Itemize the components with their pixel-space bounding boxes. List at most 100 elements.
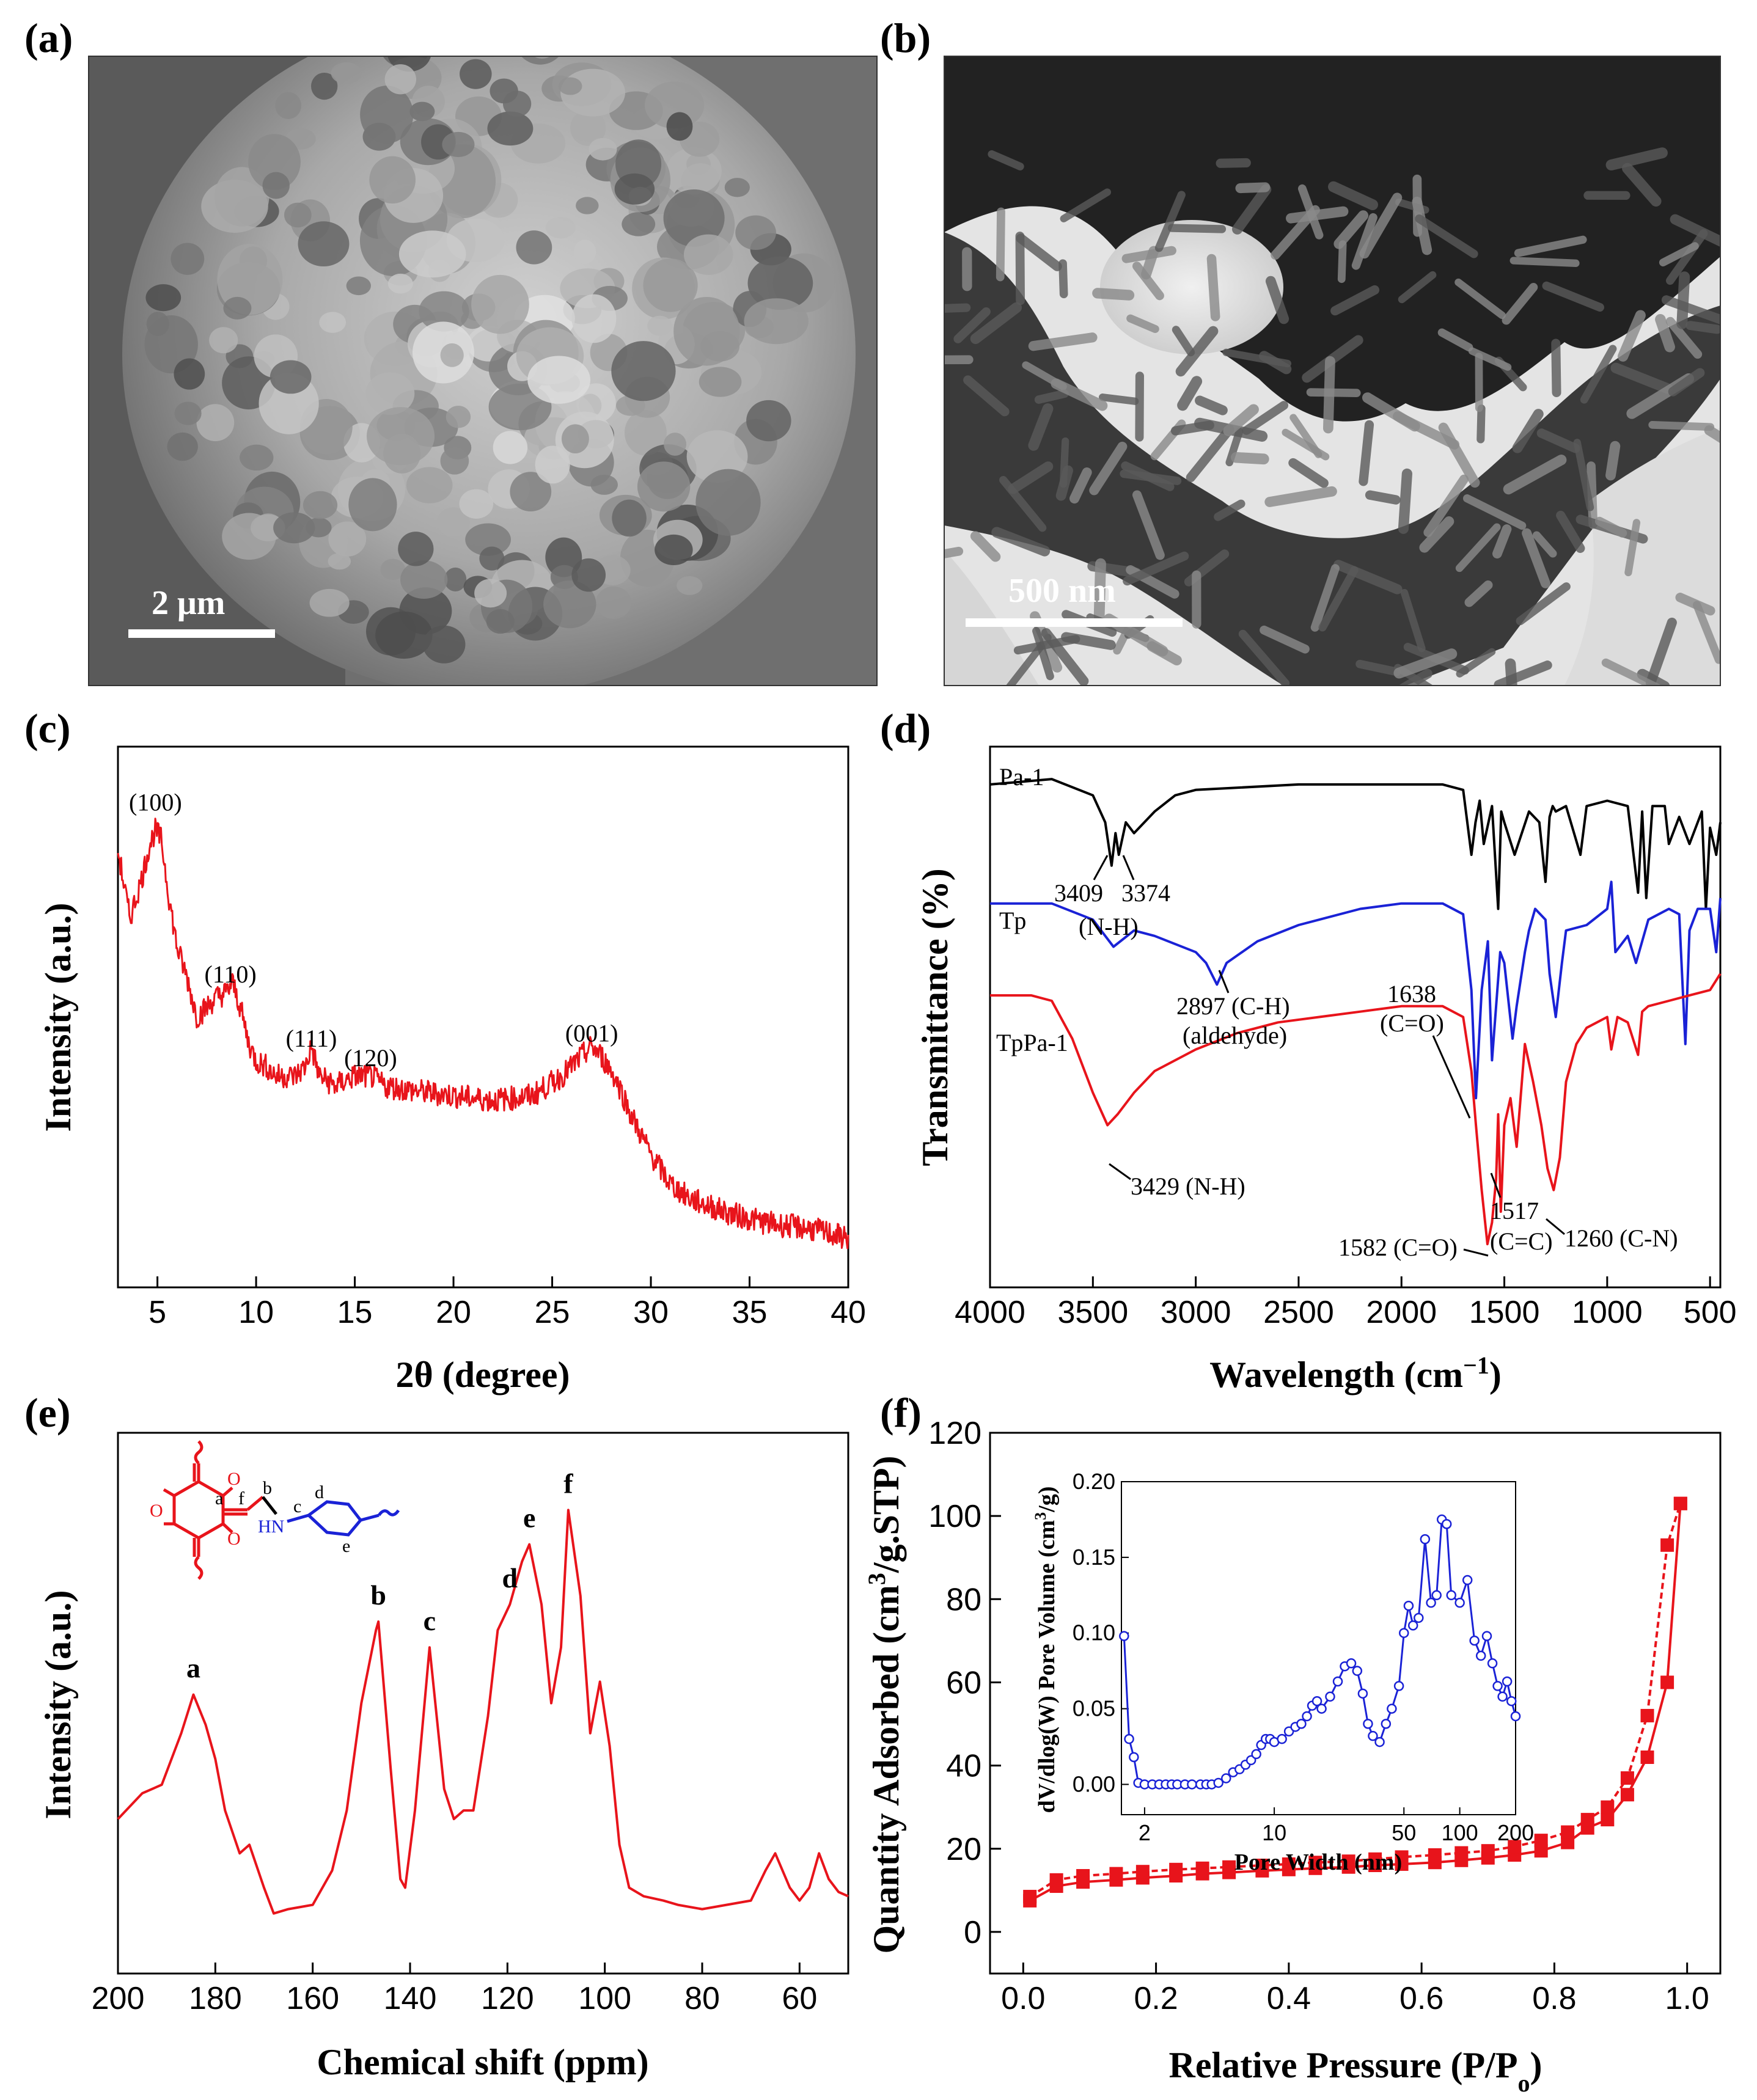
inset-psd-point <box>1332 1676 1343 1687</box>
inset-psd-point <box>1311 1696 1322 1707</box>
ftir-series-tp <box>990 880 1722 1100</box>
inset-y-axis-title: dV/dlog(W) Pore Volume (cm3/g) <box>1032 1487 1060 1813</box>
bet-adsorption-point <box>1601 1813 1615 1827</box>
inset-axes: 2 10 50 100 200 0.00 0.05 0.10 0.15 0.20 <box>1073 1469 1534 1845</box>
svg-text:a: a <box>215 1488 223 1509</box>
inset-psd-point <box>1420 1534 1431 1545</box>
xrd-annotations: (100) (110) (111) (120) (001) <box>129 789 618 1072</box>
panel-b-label: (b) <box>880 15 931 61</box>
ann-1260: 1260 (C-N) <box>1564 1224 1678 1252</box>
xrd-tick-label: 35 <box>732 1295 768 1330</box>
inset-y-tick-label: 0.05 <box>1073 1696 1115 1721</box>
inset-y-tick-label: 0.20 <box>1073 1469 1115 1494</box>
inset-psd-point <box>1469 1635 1480 1646</box>
xrd-peak-label: (120) <box>344 1044 397 1072</box>
nmr-tick-label: 140 <box>384 1981 437 2016</box>
ftir-tick-label: 3000 <box>1161 1295 1231 1330</box>
bet-y-tick-label: 20 <box>946 1832 981 1867</box>
bet-adsorption-point <box>1620 1788 1634 1802</box>
ftir-tick-label: 2000 <box>1366 1295 1437 1330</box>
nmr-y-axis-title: Intensity (a.u.) <box>38 1590 78 1819</box>
bet-desorption-point <box>1561 1825 1575 1839</box>
inset-y-tick-label: 0.15 <box>1073 1545 1115 1570</box>
ann-aldehyde: (aldehyde) <box>1183 1022 1287 1049</box>
inset-x-tick-label: 50 <box>1392 1820 1416 1845</box>
inset-psd-point <box>1506 1696 1517 1707</box>
xrd-tick-label: 15 <box>337 1295 373 1330</box>
inset-plot-area <box>1119 1514 1521 1790</box>
ann-2897: 2897 (C-H) <box>1176 992 1290 1020</box>
ftir-plot-frame <box>989 745 1722 1289</box>
inset-psd-point <box>1346 1658 1357 1669</box>
ftir-tick-label: 1000 <box>1572 1295 1643 1330</box>
xrd-peak-label: (100) <box>129 789 182 816</box>
scale-bar-a <box>128 629 275 638</box>
xrd-peak-label: (001) <box>565 1020 618 1047</box>
ftir-y-axis-title: Transmittance (%) <box>915 868 955 1166</box>
xrd-plot-frame <box>117 745 849 1289</box>
xrd-tick-label: 5 <box>149 1295 166 1330</box>
bet-x-tick-label: 1.0 <box>1665 1981 1709 2016</box>
inset-psd-point <box>1277 1733 1287 1744</box>
ann-1638: 1638 <box>1387 980 1436 1008</box>
inset-frame <box>1121 1481 1516 1815</box>
bet-axes: 0.0 0.2 0.4 0.6 0.8 1.0 0 20 40 60 80 100 120 <box>928 1416 1709 2016</box>
ann-3409: 3409 <box>1054 879 1103 907</box>
inset-psd-point <box>1251 1749 1261 1760</box>
bet-desorption-point <box>1601 1800 1615 1814</box>
nmr-peak-label: e <box>523 1502 535 1534</box>
svg-text:b: b <box>263 1478 272 1498</box>
bet-y-axis-title: Quantity Adsorbed (cm3/g.STP) <box>863 1455 907 1953</box>
bet-y-tick-label: 40 <box>946 1749 981 1784</box>
bet-y-tick-label: 80 <box>946 1582 981 1617</box>
bet-plot-frame <box>989 1432 1722 1975</box>
inset-x-tick-label: 2 <box>1139 1820 1151 1845</box>
bet-desorption-point <box>1508 1840 1522 1854</box>
inset-psd-point <box>1414 1612 1424 1623</box>
ann-co-1638: (C=O) <box>1380 1009 1444 1037</box>
inset-psd-point <box>1497 1691 1508 1702</box>
bet-desorption-point <box>1255 1859 1269 1872</box>
inset-psd-point <box>1454 1597 1465 1608</box>
inset-psd-point <box>1296 1719 1307 1729</box>
inset-psd-point <box>1426 1597 1436 1608</box>
ftir-tick-label: 4000 <box>955 1295 1025 1330</box>
ann-cc: (C=C) <box>1490 1227 1553 1255</box>
panel-d-label: (d) <box>880 705 931 752</box>
nmr-plot-frame <box>117 1432 849 1975</box>
nmr-peak-label: c <box>424 1605 436 1636</box>
nmr-series <box>117 1509 849 1915</box>
bet-desorption-point <box>1222 1860 1236 1874</box>
ftir-tick-label: 2500 <box>1263 1295 1334 1330</box>
ftir-tick-label: 1500 <box>1469 1295 1540 1330</box>
ftir-plot-area <box>989 778 1722 1246</box>
ann-1517: 1517 <box>1490 1197 1539 1224</box>
inset-psd-point <box>1357 1688 1368 1699</box>
inset-psd-point <box>1510 1711 1521 1722</box>
svg-text:d: d <box>315 1482 324 1502</box>
inset-psd-point <box>1374 1736 1385 1747</box>
ann-3429: 3429 (N-H) <box>1131 1173 1245 1200</box>
inset-psd-point <box>1124 1733 1134 1744</box>
inset-psd-point <box>1393 1681 1404 1691</box>
inset-x-tick-label: 200 <box>1497 1820 1534 1845</box>
xrd-peak-label: (111) <box>286 1025 337 1052</box>
nmr-x-axis-title: Chemical shift (ppm) <box>317 2042 648 2082</box>
inset-psd-point <box>1407 1620 1418 1631</box>
xrd-y-axis-title: Intensity (a.u.) <box>38 902 78 1132</box>
inset-psd-point <box>1352 1666 1363 1676</box>
inset-psd-point <box>1368 1730 1378 1741</box>
bet-adsorption-point <box>1640 1751 1654 1764</box>
inset-psd-point <box>1316 1703 1327 1714</box>
bet-desorption-point <box>1660 1538 1674 1552</box>
bet-desorption-point <box>1109 1867 1123 1881</box>
bet-desorption-point <box>1049 1873 1063 1887</box>
xrd-tick-label: 20 <box>436 1295 471 1330</box>
xrd-series-tppa1 <box>117 818 849 1249</box>
ftir-x-axis-title: Wavelength (cm−1) <box>1209 1352 1502 1396</box>
panel-e-label: (e) <box>24 1389 70 1436</box>
inset-psd-point <box>1502 1676 1513 1687</box>
bet-adsorption-point <box>1660 1675 1674 1689</box>
